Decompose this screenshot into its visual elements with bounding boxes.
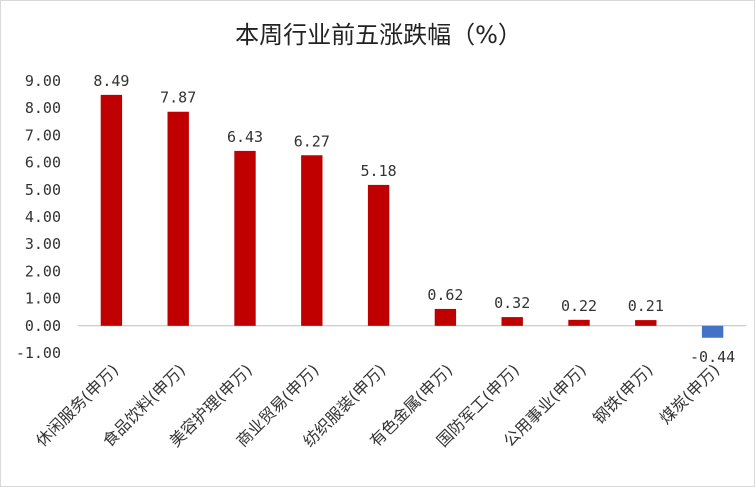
y-tick-label: 6.00 <box>25 154 61 172</box>
data-labels: 8.49 7.87 6.43 6.27 5.18 0.62 0.32 0.22 0.21 -0.4… <box>93 72 735 366</box>
chart-title: 本周行业前五涨跌幅（%） <box>235 21 522 49</box>
y-tick-label: 2.00 <box>25 262 61 280</box>
category-label: 钢铁(申万) <box>589 360 657 428</box>
data-label: 8.49 <box>93 72 129 90</box>
y-tick-label: 5.00 <box>25 181 61 199</box>
data-label: 0.62 <box>427 286 463 304</box>
bar <box>100 94 123 326</box>
y-tick-label: 4.00 <box>25 208 61 226</box>
y-tick-label: 8.00 <box>25 99 61 117</box>
data-label: -0.44 <box>690 348 735 366</box>
y-tick-label: 1.00 <box>25 290 61 308</box>
category-label: 煤炭(申万) <box>656 360 724 428</box>
data-label: 6.43 <box>227 128 263 146</box>
y-tick-label: -1.00 <box>16 344 61 362</box>
y-tick-label: 3.00 <box>25 235 61 253</box>
bars <box>100 94 724 338</box>
bar <box>367 184 390 326</box>
data-label: 6.27 <box>294 132 330 150</box>
bar <box>635 320 657 326</box>
y-tick-label: 9.00 <box>25 72 61 90</box>
y-axis-ticks: 9.00 8.00 7.00 6.00 5.00 4.00 3.00 2.00 1.00 0.00… <box>16 72 61 362</box>
y-tick-label: 7.00 <box>25 126 61 144</box>
bar <box>167 111 189 326</box>
bar <box>568 319 590 326</box>
category-labels: 休闲服务(申万)食品饮料(申万)美容护理(申万)商业贸易(申万)纺织服装(申万)… <box>32 360 723 450</box>
data-label: 7.87 <box>160 89 196 107</box>
bar <box>434 308 457 326</box>
y-tick-label: 0.00 <box>25 317 61 335</box>
bar <box>501 317 523 326</box>
data-label: 5.18 <box>361 162 397 180</box>
bar <box>234 150 256 326</box>
bar <box>701 325 724 338</box>
data-label: 0.32 <box>494 294 530 312</box>
data-label: 0.21 <box>628 297 664 315</box>
bar <box>301 155 323 326</box>
data-label: 0.22 <box>561 297 597 315</box>
